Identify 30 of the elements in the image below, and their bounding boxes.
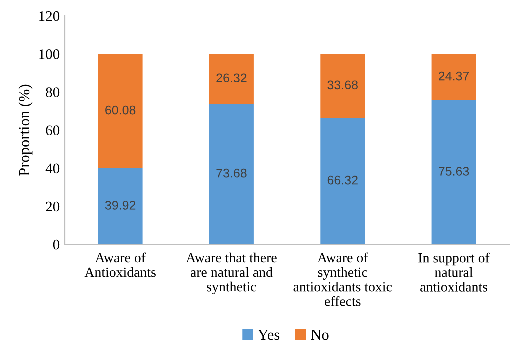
x-tick-label: Aware of synthetic antioxidants toxic effects [294,252,392,306]
data-label: 33.68 [328,80,358,90]
y-axis-title: Proportion (%) [18,84,33,176]
bar [98,168,143,245]
legend-label: Yes [258,330,280,340]
bar [209,54,254,104]
x-tick-label: Aware of Antioxidants [84,252,156,278]
y-tick-label: 80 [46,88,60,98]
bar [320,118,366,245]
bar [432,54,476,101]
data-label: 39.92 [105,201,136,210]
x-tick-label: In support of natural antioxidants [418,252,490,292]
bar [98,54,143,169]
bar [320,54,366,118]
data-label: 60.08 [106,106,136,115]
y-tick-label: 0 [53,240,60,250]
y-tick-label: 40 [46,164,60,174]
y-tick-label: 100 [40,50,60,60]
x-tick-label: Aware that there are natural and synthetic [186,252,277,295]
bar [432,100,476,245]
bar [209,104,254,245]
y-tick-label: 20 [46,202,60,212]
data-label: 26.32 [216,74,247,83]
legend-label: No [311,330,329,340]
data-label: 75.63 [439,167,470,176]
data-label: 73.68 [216,168,247,178]
data-label: 24.37 [439,72,470,81]
y-tick-label: 60 [46,126,60,136]
y-tick-label: 120 [40,11,60,22]
data-label: 66.32 [328,176,358,185]
